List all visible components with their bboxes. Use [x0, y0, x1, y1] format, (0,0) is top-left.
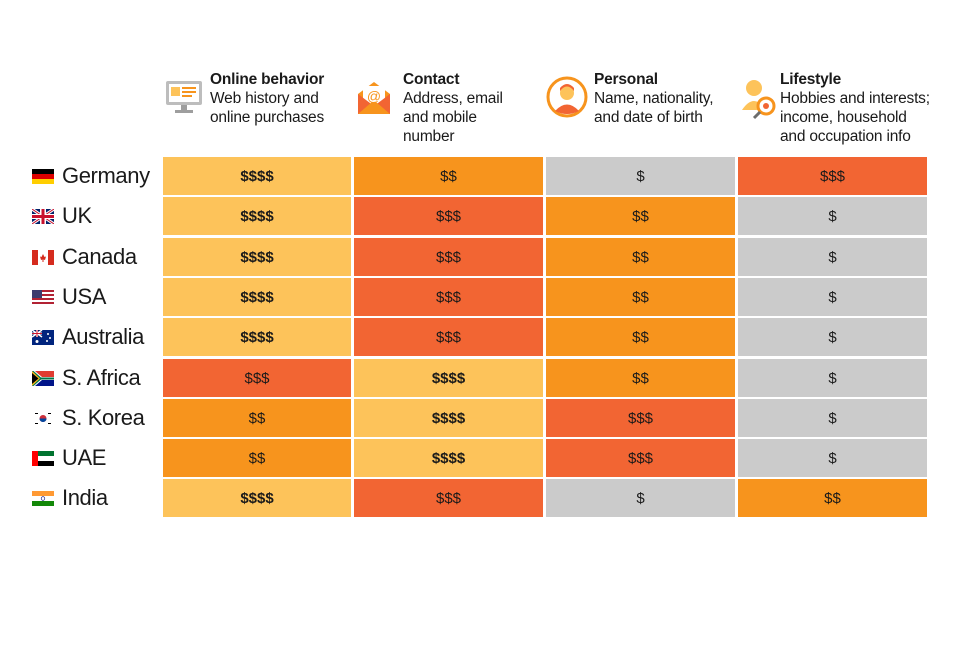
column-title: Lifestyle	[780, 71, 842, 88]
table-cell: $	[546, 157, 735, 195]
table-cell: $$	[546, 238, 735, 276]
row-label: UAE	[32, 439, 106, 477]
canada-flag-icon	[32, 249, 54, 265]
country-name: UK	[62, 203, 92, 228]
table-cell: $$$$	[163, 318, 351, 356]
table-cell: $$$	[163, 359, 351, 397]
column-header-contact: @ Contact Address, email and mobile numb…	[354, 70, 544, 152]
country-name: Canada	[62, 244, 137, 269]
table-cell: $$$	[354, 278, 543, 316]
column-title: Contact	[403, 71, 460, 88]
row-label: Canada	[32, 238, 137, 276]
column-description: Address, email and mobile number	[403, 90, 503, 145]
table-cell: $$$$	[163, 278, 351, 316]
country-name: S. Africa	[62, 365, 141, 390]
table-cell: $$	[354, 157, 543, 195]
row-label: S. Africa	[32, 359, 141, 397]
table-cell: $$$$	[354, 439, 543, 477]
person-portrait-icon	[546, 76, 588, 123]
column-title: Personal	[594, 71, 658, 88]
table-cell: $$$$	[163, 197, 351, 235]
column-description: Name, nationality, and date of birth	[594, 90, 714, 126]
country-name: Australia	[62, 324, 144, 349]
table-cell: $$$	[354, 197, 543, 235]
table-cell: $$	[738, 479, 927, 517]
table-cell: $$$	[546, 399, 735, 437]
row-label: India	[32, 479, 108, 517]
uae-flag-icon	[32, 450, 54, 466]
country-name: USA	[62, 284, 107, 309]
row-label: S. Korea	[32, 399, 145, 437]
table-cell: $$$$	[163, 157, 351, 195]
table-cell: $$	[546, 278, 735, 316]
column-header-online-behavior: Online behavior Web history and online p…	[164, 70, 354, 152]
australia-flag-icon	[32, 329, 54, 345]
india-flag-icon	[32, 490, 54, 506]
uk-flag-icon	[32, 208, 54, 224]
table-cell: $$	[546, 318, 735, 356]
country-name: S. Korea	[62, 405, 145, 430]
table-cell: $$	[163, 399, 351, 437]
table-cell: $$$$	[163, 479, 351, 517]
table-cell: $$$	[354, 318, 543, 356]
table-cell: $	[738, 359, 927, 397]
email-envelope-icon: @	[354, 78, 394, 123]
table-cell: $	[738, 318, 927, 356]
table-cell: $$	[163, 439, 351, 477]
table-cell: $	[738, 197, 927, 235]
person-with-magnifier-icon	[738, 76, 780, 125]
table-cell: $$$$	[354, 359, 543, 397]
column-description: Web history and online purchases	[210, 90, 324, 126]
usa-flag-icon	[32, 289, 54, 305]
table-cell: $$$	[354, 238, 543, 276]
table-cell: $	[738, 278, 927, 316]
svg-text:@: @	[367, 88, 381, 104]
table-cell: $$$	[738, 157, 927, 195]
germany-flag-icon	[32, 168, 54, 184]
row-label: USA	[32, 278, 106, 316]
south-africa-flag-icon	[32, 370, 54, 386]
table-cell: $$	[546, 197, 735, 235]
column-description: Hobbies and interests; income, household…	[780, 90, 930, 145]
table-cell: $	[738, 399, 927, 437]
column-header-personal: Personal Name, nationality, and date of …	[546, 70, 736, 152]
table-cell: $$$	[546, 439, 735, 477]
table-cell: $$$$	[354, 399, 543, 437]
country-name: India	[62, 485, 108, 510]
table-cell: $	[738, 238, 927, 276]
row-label: Germany	[32, 157, 150, 195]
row-label: Australia	[32, 318, 144, 356]
computer-monitor-icon	[164, 78, 204, 119]
table-cell: $	[738, 439, 927, 477]
row-label: UK	[32, 197, 92, 235]
country-name: UAE	[62, 445, 107, 470]
table-cell: $	[546, 479, 735, 517]
table-cell: $$$$	[163, 238, 351, 276]
table-cell: $$$	[354, 479, 543, 517]
table-cell: $$	[546, 359, 735, 397]
south-korea-flag-icon	[32, 410, 54, 426]
column-header-lifestyle: Lifestyle Hobbies and interests; income,…	[738, 70, 968, 152]
column-title: Online behavior	[210, 71, 325, 88]
country-name: Germany	[62, 163, 150, 188]
